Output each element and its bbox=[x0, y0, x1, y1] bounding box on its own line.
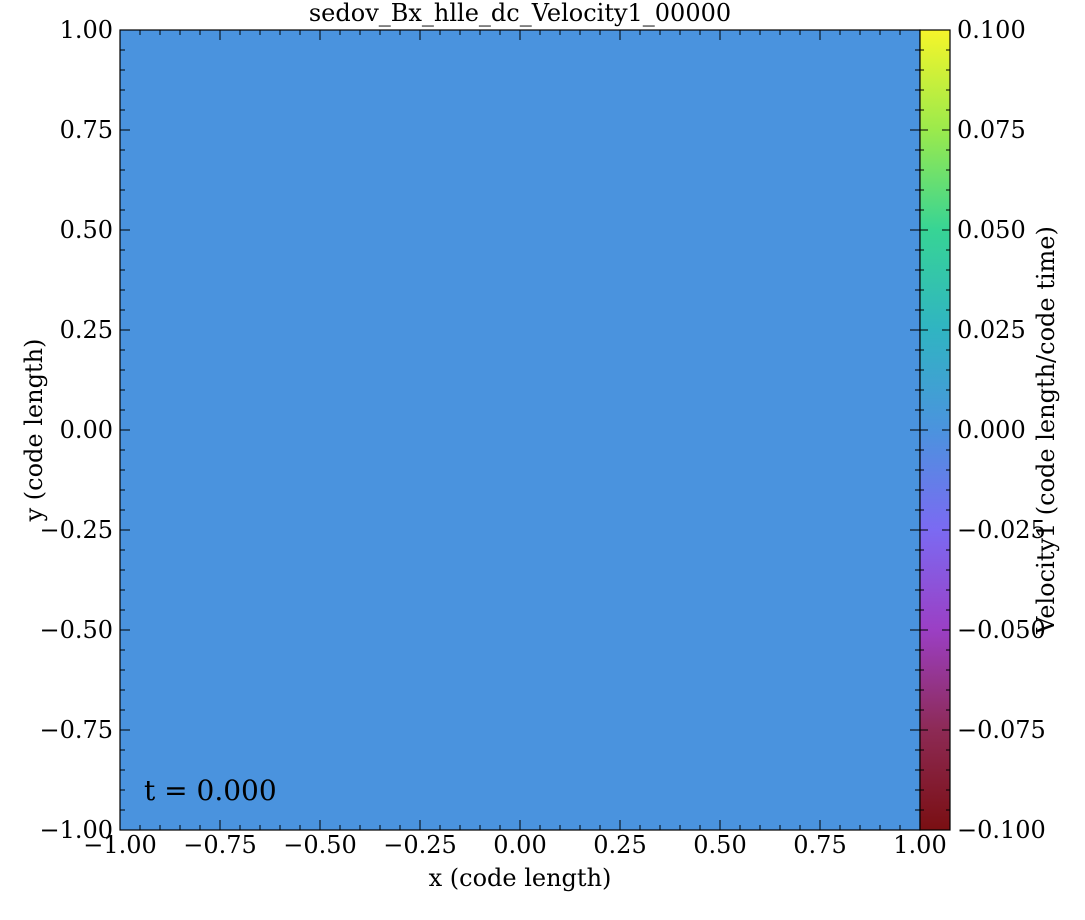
y-tick-label: −0.25 bbox=[39, 516, 113, 544]
x-tick-label: 1.00 bbox=[893, 831, 946, 859]
y-tick-label: 0.00 bbox=[60, 416, 113, 444]
y-tick-label: 0.25 bbox=[60, 316, 113, 344]
colorbar-tick-label: 0.050 bbox=[957, 216, 1026, 244]
x-tick-label: −0.25 bbox=[383, 831, 457, 859]
chart-title: sedov_Bx_hlle_dc_Velocity1_00000 bbox=[309, 0, 731, 27]
x-tick-label: 0.50 bbox=[693, 831, 746, 859]
x-tick-label: −0.75 bbox=[183, 831, 257, 859]
colorbar-tick-label: 0.025 bbox=[957, 316, 1026, 344]
x-tick-label: 0.75 bbox=[793, 831, 846, 859]
colorbar-label: Velocity1 (code length/code time) bbox=[1032, 226, 1060, 635]
y-tick-label: −0.75 bbox=[39, 716, 113, 744]
main-axis-ticks bbox=[119, 29, 921, 831]
x-tick-labels: −1.00 −0.75 −0.50 −0.25 0.00 0.25 0.50 0.75 1.00 bbox=[83, 831, 946, 859]
y-tick-label: −0.50 bbox=[39, 616, 113, 644]
colorbar-tick-labels: −0.100 −0.075 −0.050 −0.025 0.000 0.025 0.050 0… bbox=[957, 16, 1046, 844]
colorbar-tick-label: 0.000 bbox=[957, 416, 1026, 444]
colorbar-tick-label: 0.075 bbox=[957, 116, 1026, 144]
colorbar-tick-label: −0.050 bbox=[957, 616, 1046, 644]
y-tick-label: 0.50 bbox=[60, 216, 113, 244]
x-tick-label: −0.50 bbox=[283, 831, 357, 859]
colorbar-tick-label: −0.100 bbox=[957, 816, 1046, 844]
y-tick-labels: −1.00 −0.75 −0.50 −0.25 0.00 0.25 0.50 0.75 1.00 bbox=[39, 16, 113, 844]
y-tick-label: 0.75 bbox=[60, 116, 113, 144]
y-tick-label: 1.00 bbox=[60, 16, 113, 44]
x-tick-label: −1.00 bbox=[83, 831, 157, 859]
heatmap-field bbox=[120, 30, 920, 830]
colorbar-frame bbox=[919, 29, 951, 831]
colorbar-tick-label: −0.025 bbox=[957, 516, 1046, 544]
colorbar-tick-label: −0.075 bbox=[957, 716, 1046, 744]
y-axis-label: y (code length) bbox=[20, 339, 48, 523]
time-annotation: t = 0.000 bbox=[144, 774, 277, 807]
x-tick-label: 0.25 bbox=[593, 831, 646, 859]
x-axis-label: x (code length) bbox=[429, 864, 612, 892]
colorbar-tick-label: 0.100 bbox=[957, 16, 1026, 44]
x-tick-label: 0.00 bbox=[493, 831, 546, 859]
y-tick-label: −1.00 bbox=[39, 816, 113, 844]
